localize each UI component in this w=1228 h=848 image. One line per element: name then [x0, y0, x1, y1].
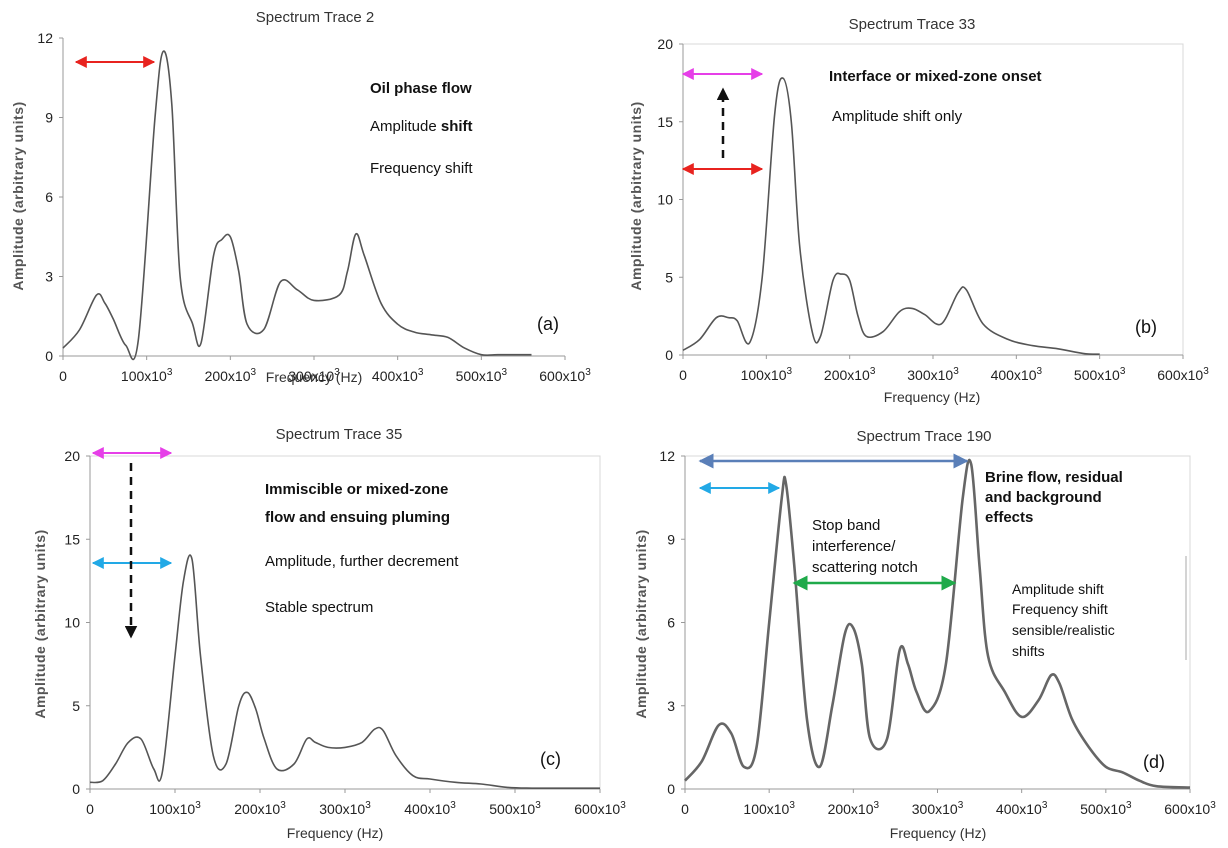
y-axis-label: Amplitude (arbitrary units)	[633, 529, 649, 718]
panel-label: (d)	[1143, 752, 1165, 772]
x-tick-label: 100x103	[743, 800, 795, 817]
y-tick-label: 10	[64, 615, 80, 631]
annotation-brine-line3: effects	[985, 509, 1033, 526]
annotation-shifts-line4: shifts	[1012, 643, 1045, 659]
x-tick-label: 300x103	[907, 366, 959, 383]
y-tick-label: 9	[667, 531, 675, 547]
panel-label: (b)	[1135, 317, 1157, 337]
y-tick-label: 0	[72, 781, 80, 797]
y-tick-label: 0	[667, 781, 675, 797]
x-tick-label: 200x103	[205, 367, 257, 384]
x-axis-label: Frequency (Hz)	[884, 389, 980, 405]
spectrum-trace-line	[682, 77, 1100, 355]
chart-title: Spectrum Trace 33	[849, 16, 976, 33]
plot-area: 0 5 10 15 20 0 100x103 200x103 300x103 400x103 500…	[64, 448, 626, 817]
annotation-stop-band-line2: interference/	[812, 538, 896, 555]
annotation-stop-band-line3: scattering notch	[812, 559, 918, 576]
annotation-brine-line1: Brine flow, residual	[985, 469, 1123, 486]
plot-area: 0 5 10 15 20 0 100x103 200x103 300x103 400x103 500…	[657, 36, 1209, 383]
x-tick-label: 400x103	[372, 367, 424, 384]
x-tick-label: 600x103	[1164, 800, 1216, 817]
y-tick-label: 12	[37, 30, 53, 46]
y-tick-label: 20	[657, 36, 673, 52]
x-tick-label: 300x103	[912, 800, 964, 817]
annotation-shift-bold: shift	[441, 118, 473, 135]
annotation-oil-phase-flow: Oil phase flow	[370, 80, 472, 97]
y-tick-label: 15	[657, 114, 673, 130]
chart-title: Spectrum Trace 2	[256, 9, 374, 26]
x-tick-label: 100x103	[741, 366, 793, 383]
spectrum-trace-line	[62, 50, 532, 360]
y-tick-label: 6	[45, 189, 53, 205]
x-tick-label: 0	[679, 367, 687, 383]
plot-area: 0 3 6 9 12 0 100x103 200x103 300x103 400x103 500x1…	[659, 448, 1216, 817]
y-tick-label: 5	[72, 698, 80, 714]
annotation-shifts-line1: Amplitude shift	[1012, 581, 1104, 597]
x-tick-label: 500x103	[489, 800, 541, 817]
y-tick-label: 9	[45, 110, 53, 126]
annotation-further-decrement: Amplitude, further decrement	[265, 553, 459, 570]
annotation-amplitude-shift: Amplitude shift	[370, 118, 473, 135]
annotation-shifts-line3: sensible/realistic	[1012, 622, 1115, 638]
x-tick-label: 0	[59, 368, 67, 384]
panel-label: (a)	[537, 314, 559, 334]
y-tick-label: 6	[667, 615, 675, 631]
panel-label: (c)	[540, 749, 561, 769]
chart-title: Spectrum Trace 190	[856, 428, 991, 445]
x-tick-label: 400x103	[991, 366, 1043, 383]
x-axis-label: Frequency (Hz)	[890, 825, 986, 841]
y-tick-label: 10	[657, 192, 673, 208]
panel-b: Spectrum Trace 33 0 5 10 15 20 0 100x103 200x10…	[628, 16, 1209, 405]
x-tick-label: 500x103	[1080, 800, 1132, 817]
x-tick-label: 300x103	[288, 367, 340, 384]
annotation-shifts-line2: Frequency shift	[1012, 601, 1108, 617]
x-axis-label: Frequency (Hz)	[266, 369, 362, 385]
chart-title: Spectrum Trace 35	[276, 426, 403, 443]
plot-area: 0 3 6 9 12 0 100x103 200x103 300x103 400x103 500x1…	[37, 30, 591, 384]
y-tick-label: 20	[64, 448, 80, 464]
x-axis-label: Frequency (Hz)	[287, 825, 383, 841]
y-tick-label: 0	[665, 347, 673, 363]
x-tick-label: 600x103	[1157, 366, 1209, 383]
panel-c: Spectrum Trace 35 0 5 10 15 20 0 100x103 200x10…	[32, 426, 626, 841]
x-tick-label: 0	[681, 801, 689, 817]
y-tick-label: 5	[665, 269, 673, 285]
x-tick-label: 100x103	[121, 367, 173, 384]
y-tick-label: 12	[659, 448, 675, 464]
annotation-brine-line2: and background	[985, 489, 1102, 506]
annotation-frequency-shift: Frequency shift	[370, 160, 473, 177]
x-tick-label: 400x103	[996, 800, 1048, 817]
x-tick-label: 200x103	[828, 800, 880, 817]
annotation-interface-onset: Interface or mixed-zone onset	[829, 68, 1042, 85]
annotation-amplitude-text: Amplitude	[370, 118, 441, 135]
x-tick-label: 600x103	[539, 367, 591, 384]
annotation-stop-band-line1: Stop band	[812, 517, 880, 534]
x-tick-label: 100x103	[149, 800, 201, 817]
annotation-amplitude-shift-only: Amplitude shift only	[832, 108, 963, 125]
spectrum-trace-line	[89, 554, 600, 790]
x-tick-label: 300x103	[319, 800, 371, 817]
panel-d: Spectrum Trace 190 0 3 6 9 12 0 100x103 200x103…	[633, 428, 1216, 841]
spectrum-trace-line	[684, 458, 1191, 789]
y-axis-label: Amplitude (arbitrary units)	[32, 529, 48, 718]
x-tick-label: 500x103	[1074, 366, 1126, 383]
y-tick-label: 3	[45, 269, 53, 285]
panel-a: Spectrum Trace 2 0 3 6 9 12 0 100x103 200x103 30…	[10, 9, 591, 385]
y-axis-label: Amplitude (arbitrary units)	[628, 101, 644, 290]
y-tick-label: 0	[45, 348, 53, 364]
x-tick-label: 400x103	[404, 800, 456, 817]
x-tick-label: 0	[86, 801, 94, 817]
y-tick-label: 3	[667, 698, 675, 714]
annotation-stable-spectrum: Stable spectrum	[265, 599, 373, 616]
annotation-immiscible-line1: Immiscible or mixed-zone	[265, 481, 448, 498]
y-axis-label: Amplitude (arbitrary units)	[10, 101, 26, 290]
x-tick-label: 200x103	[234, 800, 286, 817]
x-tick-label: 200x103	[824, 366, 876, 383]
x-tick-label: 600x103	[574, 800, 626, 817]
x-tick-label: 500x103	[456, 367, 508, 384]
annotation-immiscible-line2: flow and ensuing pluming	[265, 509, 450, 526]
y-tick-label: 15	[64, 531, 80, 547]
